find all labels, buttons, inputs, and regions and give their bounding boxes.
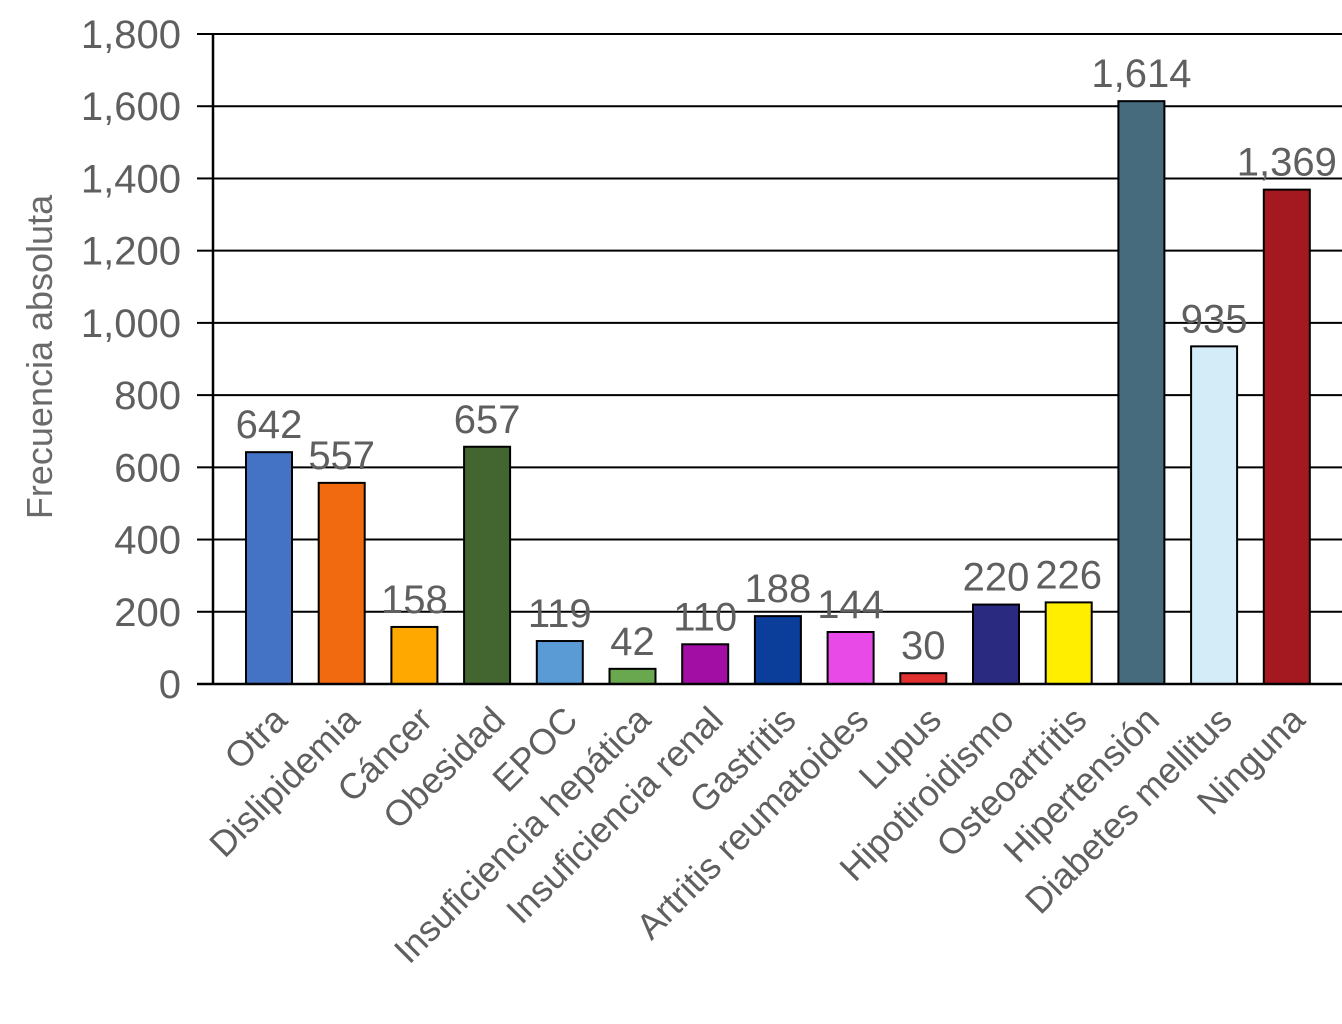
gridlines: [213, 33, 1342, 613]
y-tick-label: 400: [114, 519, 181, 563]
data-label: 188: [745, 567, 812, 611]
data-label: 144: [817, 583, 884, 627]
data-label: 30: [901, 624, 946, 668]
y-tick-label: 1,800: [81, 13, 181, 57]
y-tick-label: 1,600: [81, 85, 181, 129]
bar: [608, 667, 657, 685]
data-label: 119: [528, 592, 592, 636]
data-label: 1,369: [1237, 141, 1337, 185]
bar: [317, 481, 366, 685]
data-label: 158: [381, 578, 448, 622]
y-tick-label: 0: [159, 663, 181, 707]
data-label: 642: [236, 403, 303, 447]
bar: [390, 625, 439, 686]
bar: [899, 672, 948, 686]
bar: [245, 451, 293, 685]
y-tick-label: 1,000: [81, 302, 181, 346]
data-label: 935: [1181, 297, 1248, 341]
y-tick-label: 1,400: [81, 157, 181, 201]
bar: [463, 445, 512, 685]
data-label: 657: [454, 398, 521, 442]
bar: [753, 615, 802, 685]
axes: [197, 33, 1342, 686]
bar: [1044, 601, 1093, 686]
bar: [1117, 100, 1166, 685]
bar: [535, 640, 584, 685]
y-axis-title: Frecuencia absoluta: [19, 194, 60, 519]
y-tick-label: 1,200: [81, 230, 181, 274]
bar: [972, 603, 1020, 685]
data-label: 110: [673, 595, 737, 639]
y-tick-label: 200: [114, 591, 181, 635]
y-tick-label: 800: [114, 374, 181, 418]
data-label: 42: [610, 620, 655, 664]
data-label: 1,614: [1091, 52, 1191, 96]
data-label: 226: [1035, 553, 1102, 597]
bar: [1262, 188, 1311, 685]
data-label: 557: [308, 434, 375, 478]
bar: [826, 631, 875, 685]
bar: [1190, 345, 1239, 685]
y-tick-label: 600: [114, 446, 181, 490]
data-label: 220: [963, 556, 1030, 600]
bar: [681, 643, 730, 685]
bars: [245, 100, 1311, 686]
